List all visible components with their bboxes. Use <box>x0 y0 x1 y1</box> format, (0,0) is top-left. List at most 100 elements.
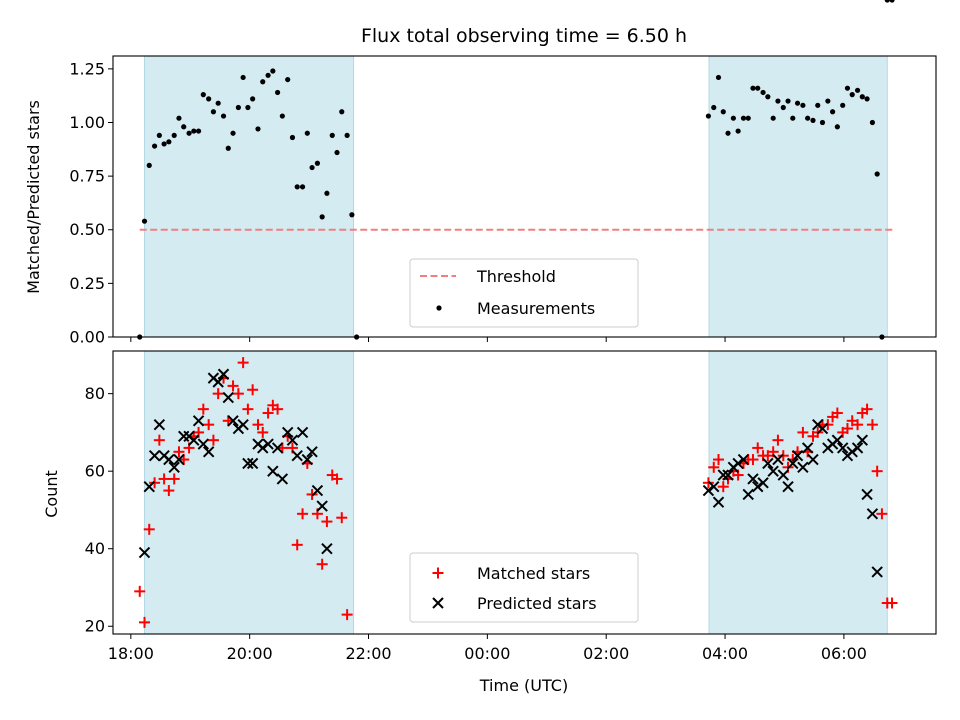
predicted-star-point <box>767 465 779 477</box>
measurement-point <box>715 74 722 81</box>
predicted-star-point-b <box>246 457 259 470</box>
measurement-point <box>825 98 831 104</box>
predicted-star-point <box>801 442 814 454</box>
matched-star-point <box>134 585 146 597</box>
legend-predicted-label: Predicted stars <box>477 594 597 613</box>
top-y-tick-label-3: 0.75 <box>69 167 105 186</box>
predicted-star-point-b <box>276 473 289 485</box>
predicted-star-point <box>192 415 205 427</box>
chart-title: Flux total observing time = 6.50 h <box>361 25 687 47</box>
predicted-star-point <box>851 442 864 454</box>
predicted-star-point <box>861 488 873 501</box>
predicted-star-point <box>702 484 715 497</box>
measurement-point <box>760 89 766 96</box>
measurement-point <box>755 85 761 91</box>
predicted-star-point-b <box>237 418 249 431</box>
matched-star-point <box>831 407 843 419</box>
predicted-star-point-b <box>871 566 883 578</box>
predicted-star-point-b <box>257 442 269 454</box>
matched-star-point <box>197 403 209 415</box>
predicted-star-point <box>712 496 725 508</box>
measurement-point <box>711 104 717 111</box>
predicted-star-point <box>836 442 849 454</box>
predicted-star-point <box>188 434 200 446</box>
matched-star-point <box>237 357 249 369</box>
bottom-x-tick-label-2: 22:00 <box>345 644 391 663</box>
measurement-point <box>235 104 241 111</box>
bottom-axes-frame <box>112 350 937 635</box>
measurement-point <box>840 102 846 108</box>
predicted-star-point-b <box>782 480 794 493</box>
matched-star-point <box>297 508 309 520</box>
matched-star-point <box>306 488 318 500</box>
measurement-point <box>260 79 266 85</box>
predicted-star-point <box>306 446 318 458</box>
predicted-star-point-b <box>188 434 200 446</box>
matched-star-point <box>247 384 259 396</box>
matched-star-point <box>772 434 784 446</box>
measurement-point <box>815 102 821 108</box>
bottom-x-tick-label-5: 04:00 <box>702 644 748 663</box>
predicted-star-point <box>286 434 299 446</box>
predicted-star-point-b <box>163 453 175 466</box>
matched-star-point <box>232 388 244 400</box>
predicted-star-point-b <box>846 446 858 458</box>
legend-measurements-label: Measurements <box>477 299 595 318</box>
measurement-point <box>859 94 865 100</box>
matched-star-point <box>841 423 853 435</box>
predicted-star-point-b <box>311 484 324 497</box>
predicted-star-point-b <box>797 461 809 474</box>
predicted-star-point <box>163 453 175 466</box>
measurement-point <box>810 117 816 123</box>
measurement-point <box>265 72 271 78</box>
predicted-star-point-b <box>708 480 720 493</box>
matched-star-point <box>252 419 264 431</box>
predicted-star-point <box>316 500 328 512</box>
bottom-legend-box <box>409 552 639 623</box>
predicted-star-point-b <box>197 438 210 450</box>
legend-matched-swatch <box>432 567 444 579</box>
matched-star-point <box>291 539 303 551</box>
measurement-point <box>730 115 736 121</box>
matched-star-point <box>331 473 343 485</box>
measurement-point <box>849 92 855 98</box>
predicted-star-point <box>762 457 774 470</box>
predicted-star-point <box>782 480 794 493</box>
measurement-point <box>181 124 187 130</box>
matched-star-point <box>212 388 224 400</box>
predicted-star-point-b <box>138 546 151 559</box>
predicted-star-point-b <box>807 453 819 466</box>
bottom-legend: Matched stars Predicted stars <box>409 552 639 623</box>
top-y-tick-label-0: 0.00 <box>69 328 105 347</box>
measurement-point <box>720 109 726 115</box>
predicted-star-point-b <box>271 442 284 454</box>
measurement-point <box>191 128 197 134</box>
bottom-y-tick-label-0: 20 <box>85 617 105 636</box>
predicted-star-point-b <box>866 508 879 520</box>
measurement-point <box>146 162 152 168</box>
measurement-point <box>329 132 335 138</box>
bottom-x-tick-label-4: 02:00 <box>583 644 629 663</box>
measurement-point <box>344 132 350 138</box>
predicted-star-point <box>242 457 254 470</box>
measurement-point <box>319 214 325 220</box>
x-axis-label: Time (UTC) <box>479 676 568 695</box>
predicted-star-point <box>276 473 289 485</box>
predicted-star-point <box>866 508 879 520</box>
top-axes-frame <box>112 55 937 338</box>
bottom-x-tick-label-0: 18:00 <box>108 644 154 663</box>
matched-star-point <box>876 508 888 520</box>
matched-star-point <box>207 434 219 446</box>
top-legend: Threshold Measurements <box>409 258 639 328</box>
predicted-star-point-b <box>787 457 799 470</box>
measurement-point <box>874 171 880 177</box>
predicted-star-point-b <box>143 480 155 493</box>
measurement-point <box>210 109 217 115</box>
predicted-star-point-b <box>752 480 764 493</box>
predicted-star-point-b <box>856 434 869 446</box>
measurement-point <box>270 68 276 74</box>
predicted-star-point-b <box>861 488 873 501</box>
measurement-point <box>166 139 172 145</box>
predicted-star-point <box>246 457 259 470</box>
legend-predicted-swatch-b <box>432 597 444 609</box>
